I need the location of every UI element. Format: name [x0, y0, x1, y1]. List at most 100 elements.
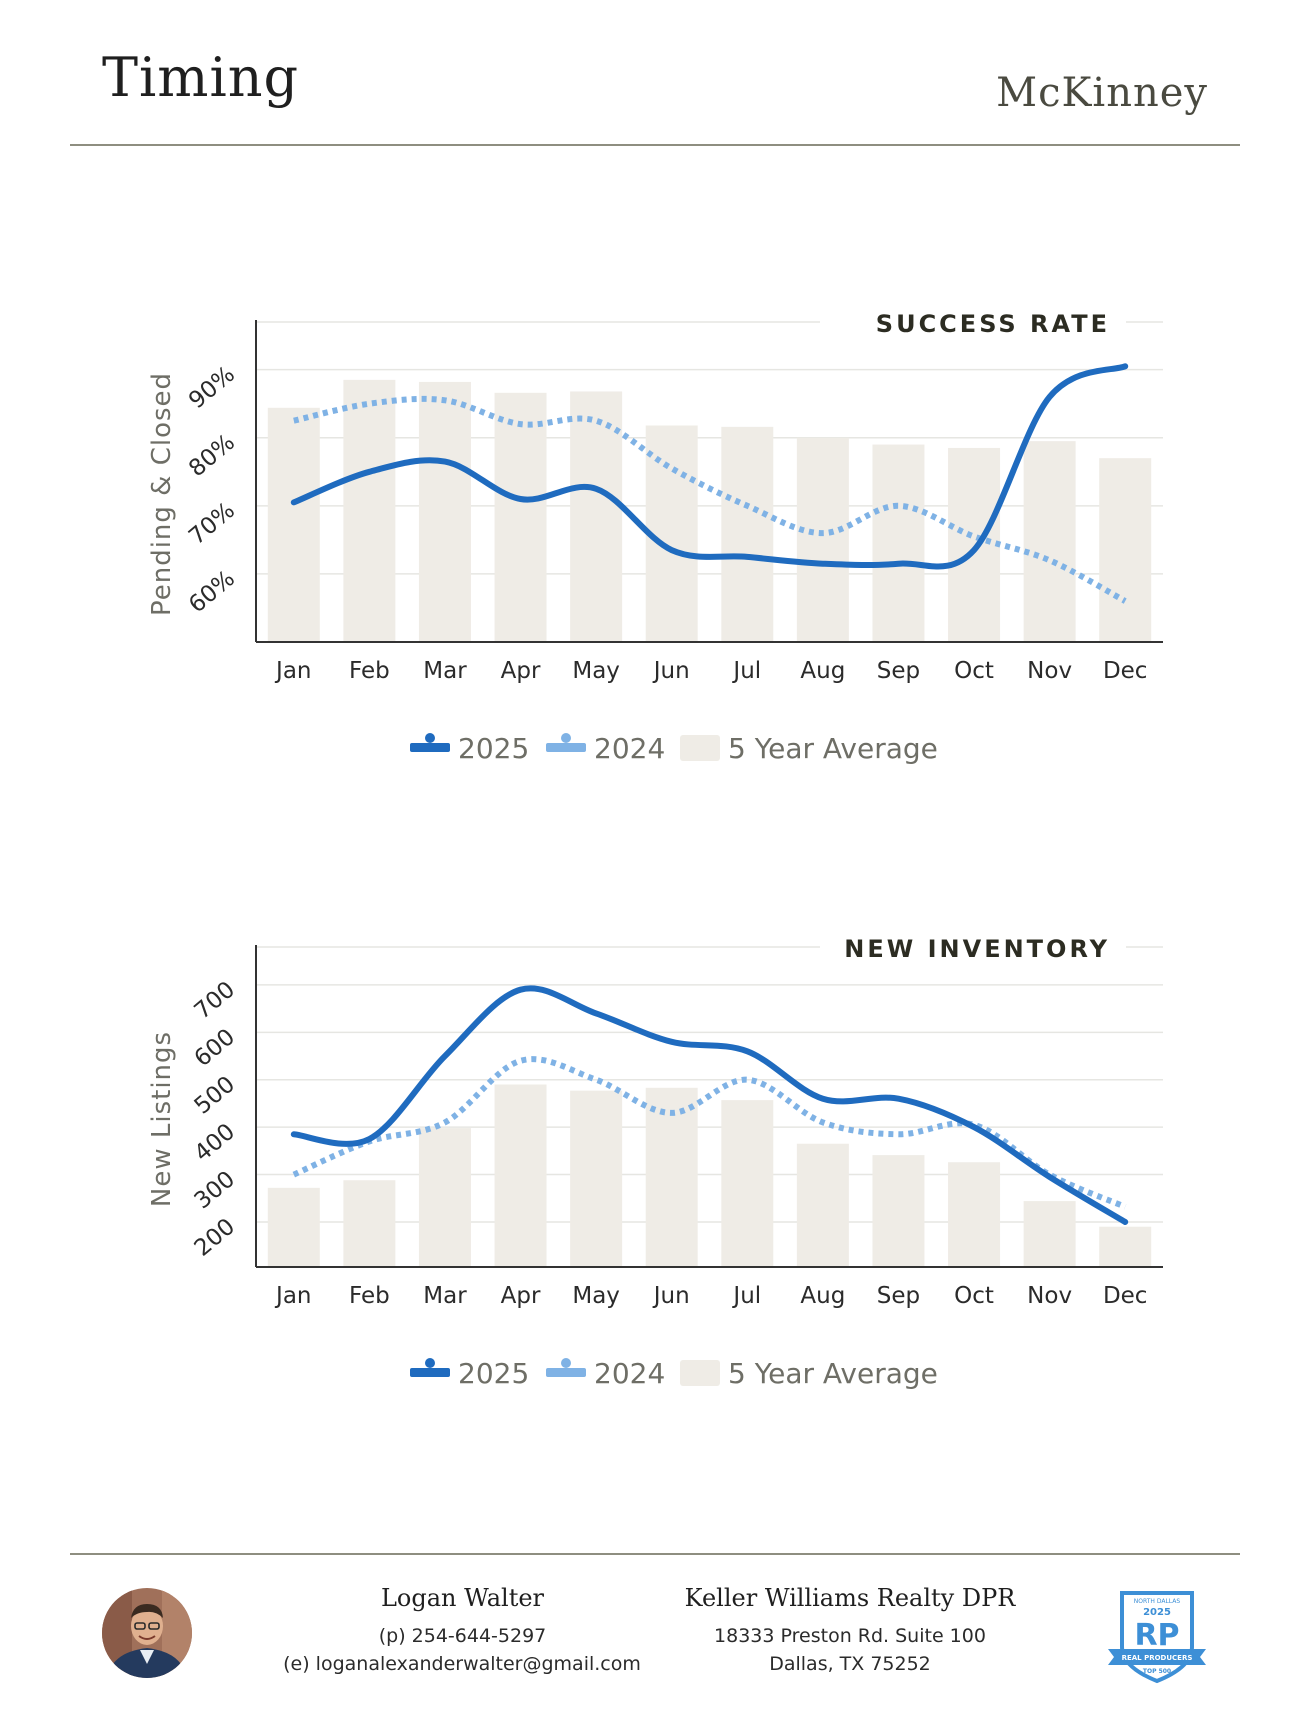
y-tick-label: 300	[190, 1166, 240, 1214]
legend-label-average: 5 Year Average	[728, 1357, 938, 1390]
average-bar-feb	[343, 1180, 396, 1267]
average-bar-may	[570, 1090, 623, 1267]
x-tick-label: Nov	[1027, 1283, 1072, 1309]
badge-rank: TOP 500	[1143, 1668, 1171, 1675]
average-bar-sep	[872, 1155, 925, 1267]
x-tick-label: Sep	[877, 1283, 920, 1309]
legend-label-2025: 2025	[458, 1357, 529, 1390]
legend-label-2024: 2024	[594, 1357, 665, 1390]
average-bar-mar	[418, 1128, 471, 1267]
company-address-line2: Dallas, TX 75252	[769, 1653, 931, 1675]
agent-avatar	[102, 1588, 192, 1678]
legend-swatch-average	[680, 735, 720, 761]
y-tick-label: 400	[190, 1119, 240, 1167]
legend-swatch-2024	[546, 1368, 586, 1377]
y-tick-label: 60%	[184, 566, 240, 619]
legend-marker-2024	[561, 733, 571, 743]
y-tick-label: 600	[190, 1024, 240, 1072]
x-tick-label: Jul	[731, 1283, 761, 1309]
average-bar-jan	[267, 407, 320, 642]
series-line-2025	[290, 985, 1129, 1225]
x-tick-label: Dec	[1103, 1283, 1148, 1309]
average-bar-dec	[1099, 1226, 1152, 1267]
average-bar-mar	[418, 381, 471, 642]
badge-year: 2025	[1143, 1607, 1171, 1618]
average-bar-jun	[645, 425, 698, 642]
y-axis-label: New Listings	[147, 1031, 177, 1207]
x-tick-label: Nov	[1027, 658, 1072, 684]
y-tick-label: 500	[190, 1071, 240, 1119]
y-tick-label: 90%	[184, 361, 240, 414]
y-tick-label: 200	[190, 1214, 240, 1262]
y-axis-label: Pending & Closed	[147, 372, 177, 616]
agent-email: (e) loganalexanderwalter@gmail.com	[283, 1653, 641, 1675]
x-tick-label: Aug	[800, 1283, 845, 1309]
legend-label-2024: 2024	[594, 732, 665, 765]
average-bar-oct	[948, 1162, 1001, 1267]
x-tick-label: Jul	[731, 658, 761, 684]
legend-swatch-2025	[410, 743, 450, 752]
x-tick-label: Jan	[274, 1283, 311, 1309]
page-title: Timing	[102, 46, 300, 109]
series-line-2025	[290, 363, 1129, 570]
x-tick-label: May	[572, 1283, 620, 1309]
success-rate-chart: SUCCESS RATE 60% 70% 80% 90% Pending & Closed…	[0, 300, 1304, 770]
city-name: McKinney	[996, 70, 1208, 116]
series-line-2024	[292, 1056, 1127, 1210]
header-divider	[70, 144, 1240, 146]
x-tick-label: Jun	[652, 1283, 690, 1309]
badge-letters: RP	[1134, 1618, 1179, 1653]
x-tick-label: Apr	[501, 658, 541, 684]
average-bar-jul	[721, 426, 774, 642]
x-tick-label: May	[572, 658, 620, 684]
x-tick-label: Jun	[652, 658, 690, 684]
y-tick-label: 700	[190, 977, 240, 1025]
average-bar-jan	[267, 1187, 320, 1267]
company-name: Keller Williams Realty DPR	[684, 1584, 1016, 1612]
average-bar-sep	[872, 444, 925, 642]
real-producers-badge: NORTH DALLAS 2025 RP REAL PRODUCERS TOP …	[1104, 1585, 1210, 1689]
average-bar-feb	[343, 379, 396, 642]
x-tick-label: Aug	[800, 658, 845, 684]
legend-label-average: 5 Year Average	[728, 732, 938, 765]
legend-swatch-2025	[410, 1368, 450, 1377]
average-bar-jul	[721, 1100, 774, 1267]
average-bar-dec	[1099, 458, 1152, 642]
x-tick-label: Dec	[1103, 658, 1148, 684]
legend-marker-2024	[561, 1358, 571, 1368]
legend-swatch-2024	[546, 743, 586, 752]
average-bar-may	[570, 391, 623, 642]
new-inventory-chart: NEW INVENTORY 200 300 400 500 600 700 New Listi…	[0, 925, 1304, 1395]
average-bar-aug	[796, 1143, 849, 1267]
x-tick-label: Feb	[349, 1283, 390, 1309]
legend-marker-2025	[425, 733, 435, 743]
x-tick-label: Sep	[877, 658, 920, 684]
legend-label-2025: 2025	[458, 732, 529, 765]
average-bar-apr	[494, 1084, 547, 1267]
average-bar-nov	[1023, 441, 1076, 642]
average-bar-nov	[1023, 1201, 1076, 1267]
footer-divider	[70, 1553, 1240, 1555]
x-tick-label: Mar	[423, 658, 467, 684]
x-tick-label: Oct	[954, 658, 994, 684]
company-address-line1: 18333 Preston Rd. Suite 100	[714, 1625, 986, 1647]
y-tick-label: 70%	[184, 497, 240, 550]
x-tick-label: Mar	[423, 1283, 467, 1309]
x-tick-label: Oct	[954, 1283, 994, 1309]
chart-title: SUCCESS RATE	[876, 310, 1110, 338]
chart-title: NEW INVENTORY	[844, 935, 1110, 963]
x-tick-label: Jan	[274, 658, 311, 684]
badge-caption: REAL PRODUCERS	[1122, 1654, 1193, 1662]
badge-region: NORTH DALLAS	[1134, 1598, 1181, 1605]
average-bar-aug	[796, 437, 849, 642]
average-bar-apr	[494, 392, 547, 642]
average-bar-jun	[645, 1087, 698, 1267]
agent-phone: (p) 254-644-5297	[378, 1625, 547, 1647]
agent-name: Logan Walter	[380, 1584, 545, 1612]
average-bar-oct	[948, 447, 1001, 642]
x-tick-label: Feb	[349, 658, 390, 684]
x-tick-label: Apr	[501, 1283, 541, 1309]
legend-swatch-average	[680, 1360, 720, 1386]
y-tick-label: 80%	[184, 429, 240, 482]
legend-marker-2025	[425, 1358, 435, 1368]
